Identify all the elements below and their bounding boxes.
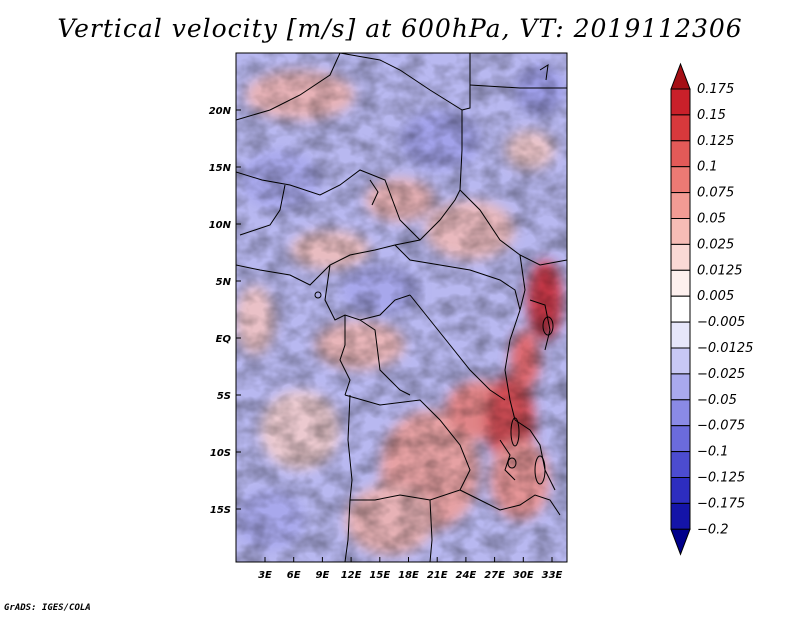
- colorbar-cell: [670, 140, 691, 168]
- colorbar-level-label: −0.0125: [697, 341, 753, 356]
- lat-label: 20N: [209, 106, 232, 117]
- lat-label: 10N: [209, 220, 232, 231]
- colorbar-level-label: −0.125: [697, 471, 745, 486]
- colorbar-level-label: −0.1: [697, 445, 729, 460]
- colorbar-level-label: 0.075: [697, 186, 734, 201]
- lon-label: 9E: [316, 570, 330, 581]
- colorbar-cell: [670, 373, 691, 401]
- lon-label: 27E: [484, 570, 505, 581]
- colorbar-level-label: −0.05: [697, 393, 737, 408]
- colorbar-level-label: −0.005: [697, 315, 745, 330]
- lon-label: 30E: [513, 570, 534, 581]
- grads-credit: GrADS: IGES/COLA: [4, 603, 91, 613]
- colorbar-level-label: −0.075: [697, 419, 745, 434]
- colorbar-level-label: 0.0125: [697, 263, 743, 278]
- colorbar-cell: [670, 218, 691, 245]
- lon-label: 24E: [456, 570, 477, 581]
- lon-label: 21E: [427, 570, 448, 581]
- lakes: [314, 291, 554, 485]
- lon-label: 3E: [258, 570, 272, 581]
- velocity-field: [236, 53, 567, 562]
- lat-label: 5S: [217, 391, 231, 402]
- lon-label: 15E: [369, 570, 390, 581]
- colorbar-cell: [670, 321, 691, 349]
- colorbar-cell: [670, 451, 691, 479]
- colorbar: 0.175 0.15 0.125 0.1 0.075 0.05 0.025 0.0125 0.0…: [670, 62, 753, 556]
- map-title: Vertical velocity [m/s] at 600hPa, VT: 2…: [57, 14, 743, 43]
- colorbar-level-label: 0.05: [697, 212, 726, 227]
- colorbar-top-arrow: [670, 62, 691, 90]
- colorbar-cell: [670, 477, 691, 504]
- lat-label: 5N: [216, 277, 232, 288]
- colorbar-cell: [670, 425, 691, 453]
- colorbar-cell: [670, 192, 691, 220]
- lon-label: 12E: [341, 570, 362, 581]
- colorbar-level-label: 0.005: [697, 289, 734, 304]
- lat-label: 15N: [209, 163, 232, 174]
- longitude-axis: 3E 6E 9E 12E 15E 18E 21E 24E 27E 30E 33E: [258, 557, 563, 581]
- colorbar-cell: [670, 502, 691, 530]
- colorbar-level-label: 0.025: [697, 237, 734, 252]
- lon-label: 33E: [542, 570, 563, 581]
- lat-label: 15S: [210, 505, 231, 516]
- colorbar-cell: [670, 166, 691, 194]
- latitude-axis: 20N 15N 10N 5N EQ 5S 10S 15S: [209, 106, 241, 516]
- country-borders: [236, 53, 567, 562]
- colorbar-level-label: −0.175: [697, 496, 745, 511]
- lon-label: 6E: [287, 570, 301, 581]
- colorbar-level-label: 0.15: [697, 108, 726, 123]
- lon-label: 18E: [398, 570, 419, 581]
- colorbar-cell: [670, 295, 691, 323]
- colorbar-cell: [670, 399, 691, 427]
- map-frame: [235, 52, 568, 563]
- colorbar-level-label: 0.1: [697, 160, 718, 175]
- lat-label: 10S: [210, 448, 231, 459]
- colorbar-cell: [670, 114, 691, 142]
- colorbar-bottom-arrow: [670, 528, 691, 556]
- colorbar-level-label: −0.025: [697, 367, 745, 382]
- colorbar-cell: [670, 243, 691, 271]
- colorbar-cell: [670, 269, 691, 297]
- lat-label: EQ: [216, 334, 232, 345]
- colorbar-level-label: 0.175: [697, 82, 734, 97]
- colorbar-level-label: 0.125: [697, 134, 734, 149]
- colorbar-level-label: −0.2: [697, 522, 729, 537]
- colorbar-cell: [670, 347, 691, 375]
- colorbar-cell: [670, 88, 691, 116]
